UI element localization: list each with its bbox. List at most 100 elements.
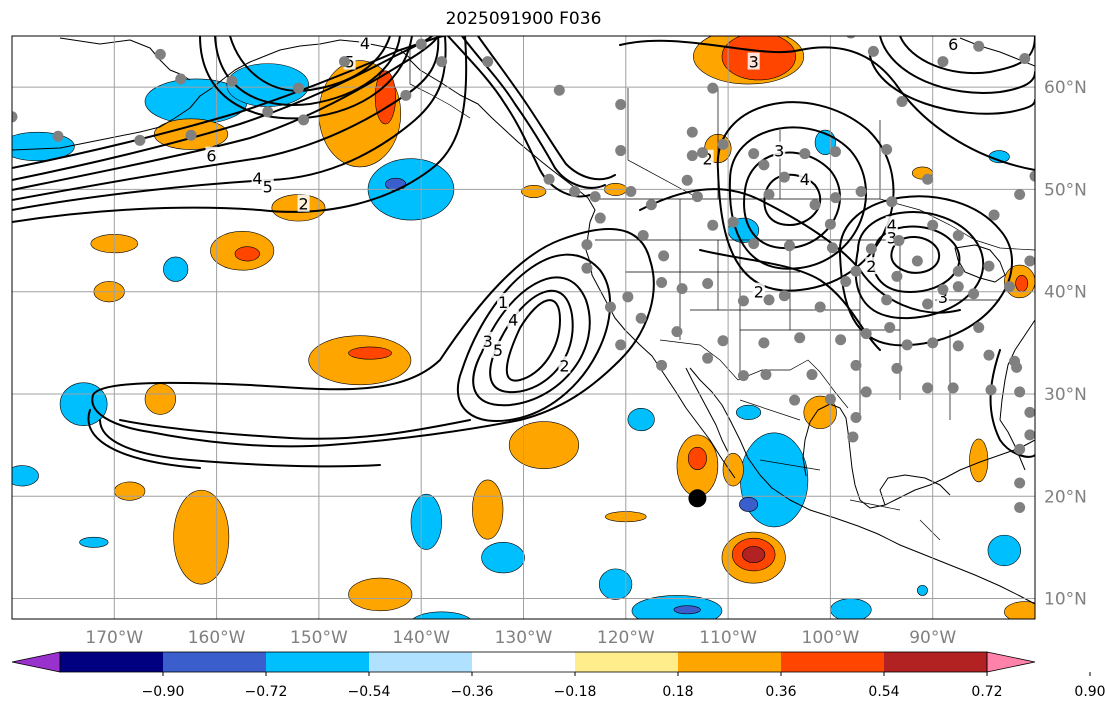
station-dot: [686, 126, 698, 138]
longitude-label: 90°W: [909, 628, 956, 648]
anomaly-region: [163, 256, 189, 282]
colorbar-label: 0.90: [1074, 684, 1105, 700]
station-dot: [1019, 53, 1031, 65]
station-dot: [968, 288, 980, 300]
station-dot: [1014, 189, 1026, 201]
anomaly-region: [740, 432, 809, 528]
station-dot: [799, 148, 811, 160]
contour-trough-1: [447, 36, 591, 198]
station-dot: [436, 56, 448, 68]
contour-label: 3: [483, 332, 493, 351]
coastline-yucatan: [879, 474, 951, 506]
contour-label: 6: [206, 147, 216, 166]
contour-label: 5: [493, 341, 503, 360]
station-dot: [952, 265, 964, 277]
latitude-label: 10°N: [1044, 590, 1087, 610]
contour-midwest-2: [639, 188, 961, 314]
anomaly-region: [598, 568, 633, 600]
station-dot: [922, 173, 934, 185]
contour-jet-5: [12, 36, 447, 211]
coastline-pacific-northwest: [409, 59, 661, 369]
station-dot: [783, 240, 795, 252]
contour-jet-6: [12, 36, 468, 223]
station-dot: [737, 295, 749, 307]
station-dot: [983, 349, 995, 361]
contour-lines: [12, 36, 1035, 469]
colorbar-segment: [266, 652, 370, 672]
station-dot: [61, 36, 66, 37]
latitude-label: 40°N: [1044, 283, 1087, 303]
station-dot: [865, 243, 877, 255]
station-dot: [656, 276, 668, 288]
contour-plains-low-3: [854, 211, 985, 320]
us-canada-border: [595, 198, 1035, 251]
colorbar-segment: [369, 652, 473, 672]
station-dot: [891, 362, 903, 374]
station-dot: [881, 294, 893, 306]
colorbar-label: −0.90: [142, 684, 185, 700]
longitude-label: 130°W: [495, 628, 553, 648]
contour-label-bg: [497, 292, 510, 310]
colorbar-label: 0.18: [662, 684, 693, 700]
station-dot: [681, 174, 693, 186]
station-dot: [763, 189, 775, 201]
colorbar-segment: [575, 652, 679, 672]
station-dot: [830, 192, 842, 204]
contour-cutoff-4: [456, 253, 611, 423]
station-dot: [697, 147, 709, 159]
anomaly-region: [385, 177, 407, 191]
anomaly-region: [627, 408, 655, 432]
station-dot: [226, 75, 238, 87]
station-dot: [763, 294, 775, 306]
station-dot: [947, 382, 959, 394]
coastline-gulf-of-mexico: [802, 403, 1035, 509]
station-dot: [789, 394, 801, 406]
station-dot: [622, 291, 634, 303]
anomaly-region: [114, 481, 146, 501]
longitude-label: 140°W: [392, 628, 450, 648]
longitude-label: 100°W: [802, 628, 860, 648]
contour-cutoff-1: [505, 299, 561, 382]
station-dot: [850, 412, 862, 424]
station-dot: [758, 337, 770, 349]
contour-label-bg: [205, 146, 218, 164]
station-dot: [338, 56, 350, 68]
station-dot: [809, 199, 821, 211]
us-mexico-border: [659, 339, 849, 409]
station-dot: [840, 275, 852, 287]
observation-stations: [12, 36, 1035, 514]
station-dot: [922, 382, 934, 394]
longitude-label: 110°W: [699, 628, 757, 648]
contour-east-3: [989, 349, 1035, 458]
station-dot: [292, 82, 304, 94]
coastline-mexico-pacific: [689, 367, 1035, 605]
station-dot: [400, 89, 412, 101]
contour-label: 4: [508, 310, 518, 329]
station-dot: [983, 260, 995, 272]
station-dot: [262, 106, 274, 118]
contour-label-bg: [507, 310, 520, 328]
colorbar-segment: [781, 652, 885, 672]
station-dot: [893, 235, 905, 247]
station-dot: [760, 369, 772, 381]
anomaly-region: [739, 496, 759, 512]
station-dot: [1024, 429, 1035, 441]
latitude-labels: 10°N 20°N 30°N 40°N 50°N 60°N: [1044, 78, 1087, 609]
station-dot: [1014, 502, 1026, 514]
colorbar-extend-high: [986, 651, 1036, 673]
map-title: 2025091900 F036: [445, 9, 602, 29]
station-dot: [691, 191, 703, 203]
station-dot: [884, 322, 896, 333]
contour-hudson-1: [899, 36, 1035, 75]
station-dot: [185, 129, 197, 141]
contour-label: 1: [498, 293, 508, 312]
anomaly-region: [735, 404, 762, 420]
station-dot: [1014, 477, 1026, 489]
latitude-label: 30°N: [1044, 385, 1087, 405]
colorbar-label: 0.54: [868, 684, 899, 700]
station-dot: [737, 370, 749, 382]
station-dot: [937, 56, 949, 68]
station-dot: [937, 284, 949, 296]
station-dot: [824, 218, 836, 230]
